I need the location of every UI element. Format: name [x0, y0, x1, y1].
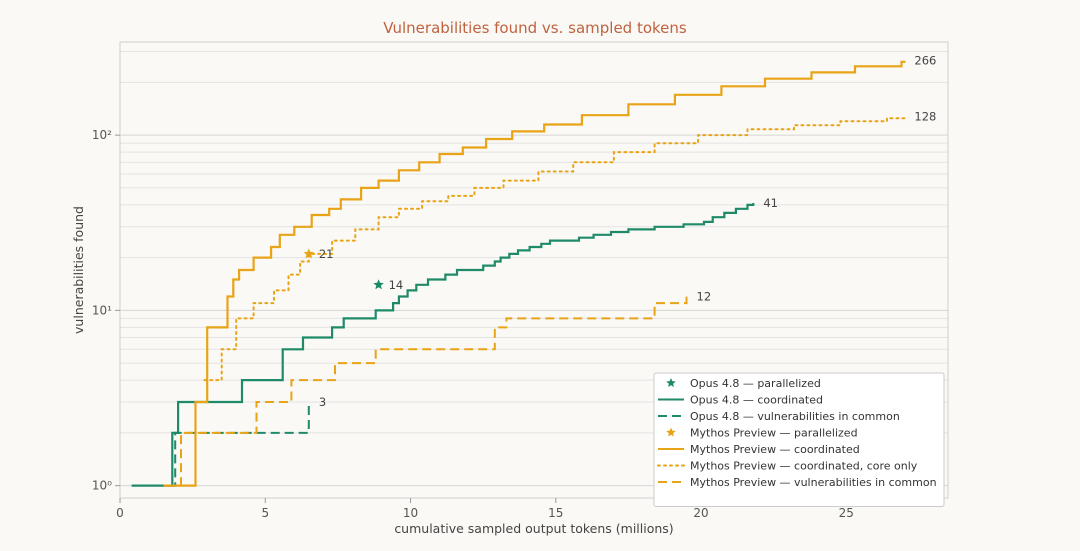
chart-title: Vulnerabilities found vs. sampled tokens	[383, 19, 687, 37]
star-marker	[303, 248, 315, 259]
legend: Opus 4.8 — parallelized Opus 4.8 — coordi…	[653, 372, 945, 507]
legend-star-icon	[666, 427, 676, 437]
series-line	[203, 115, 906, 382]
x-tick-label: 25	[839, 506, 854, 520]
x-axis-label: cumulative sampled output tokens (millio…	[394, 521, 673, 536]
plot-frame	[119, 41, 949, 499]
legend-entry: Mythos Preview — coordinated, core only	[690, 460, 918, 473]
legend-entry: Mythos Preview — coordinated	[690, 443, 860, 456]
series-line	[131, 203, 755, 487]
end-label: 21	[319, 247, 334, 261]
series-line	[166, 296, 688, 487]
legend-entry: Opus 4.8 — parallelized	[690, 377, 821, 390]
end-label: 266	[914, 54, 936, 68]
series-layer	[131, 60, 906, 487]
x-tick-label: 10	[403, 506, 418, 520]
x-tick-label: 20	[693, 506, 708, 520]
y-axis-label: vulnerabilities found	[71, 206, 86, 334]
series-line	[169, 402, 310, 487]
legend-star-icon	[666, 378, 676, 388]
x-tick-label: 15	[548, 506, 563, 520]
y-tick-label: 10²	[92, 128, 112, 142]
end-label: 12	[697, 290, 712, 304]
legend-entry: Mythos Preview — vulnerabilities in comm…	[690, 476, 937, 489]
end-label: 3	[319, 395, 326, 409]
axis-ticks: 0 5 10 15 20 25 10⁰ 10¹ 10²	[92, 128, 854, 520]
end-label: 41	[763, 196, 778, 210]
y-tick-label: 10¹	[92, 303, 112, 317]
x-tick-label: 5	[261, 506, 269, 520]
star-marker	[373, 279, 384, 290]
end-labels: 14 41 3 21 266 128 12	[319, 54, 937, 409]
legend-entry: Mythos Preview — parallelized	[690, 427, 858, 440]
series-line	[163, 60, 906, 487]
end-label: 14	[389, 278, 404, 292]
legend-box	[653, 372, 945, 507]
legend-entry: Opus 4.8 — vulnerabilities in common	[690, 410, 900, 423]
x-tick-label: 0	[116, 506, 124, 520]
legend-entry: Opus 4.8 — coordinated	[690, 394, 823, 407]
y-tick-label: 10⁰	[92, 479, 112, 493]
end-label: 128	[914, 109, 936, 123]
